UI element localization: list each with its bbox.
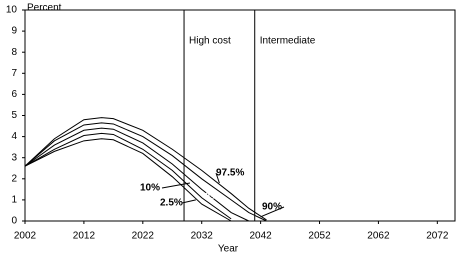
x-axis-label: Year — [218, 244, 239, 255]
series-line — [24, 138, 232, 222]
plot-frame — [24, 9, 456, 222]
leader-line — [161, 182, 191, 189]
y-tick-label: 5 — [11, 110, 17, 121]
y-tick-label: 1 — [11, 195, 17, 206]
y-tick-label: 2 — [11, 173, 17, 184]
series-label: 10% — [140, 183, 160, 194]
y-tick-label: 3 — [11, 152, 17, 163]
series-label: 90% — [262, 202, 282, 213]
leader-line — [215, 172, 220, 184]
reference-label: Intermediate — [260, 36, 316, 47]
x-tick-label: 2022 — [132, 231, 155, 242]
y-axis-label: Percent — [27, 3, 62, 14]
x-tick-label: 2012 — [73, 231, 96, 242]
x-tick-label: 2072 — [426, 231, 449, 242]
y-tick-label: 4 — [11, 131, 17, 142]
y-tick-label: 6 — [11, 89, 17, 100]
series-line — [24, 117, 267, 221]
series-label: 97.5% — [216, 168, 244, 179]
reference-label: High cost — [189, 36, 231, 47]
x-tick-label: 2042 — [249, 231, 272, 242]
series-line — [24, 132, 232, 220]
series-line — [24, 127, 250, 222]
x-tick-label: 2032 — [191, 231, 214, 242]
series-line — [24, 122, 267, 222]
y-tick-label: 0 — [11, 216, 17, 227]
leader-line — [260, 206, 285, 218]
series-label: 50% — [199, 192, 219, 203]
x-tick-label: 2002 — [14, 231, 37, 242]
y-tick-label: 9 — [11, 26, 17, 37]
y-tick-label: 7 — [11, 68, 17, 79]
x-tick-label: 2052 — [308, 231, 331, 242]
x-tick-label: 2062 — [367, 231, 390, 242]
y-tick-label: 8 — [11, 47, 17, 58]
series-label: 2.5% — [160, 198, 183, 209]
leader-line — [181, 199, 196, 204]
y-tick-label: 10 — [6, 5, 18, 16]
